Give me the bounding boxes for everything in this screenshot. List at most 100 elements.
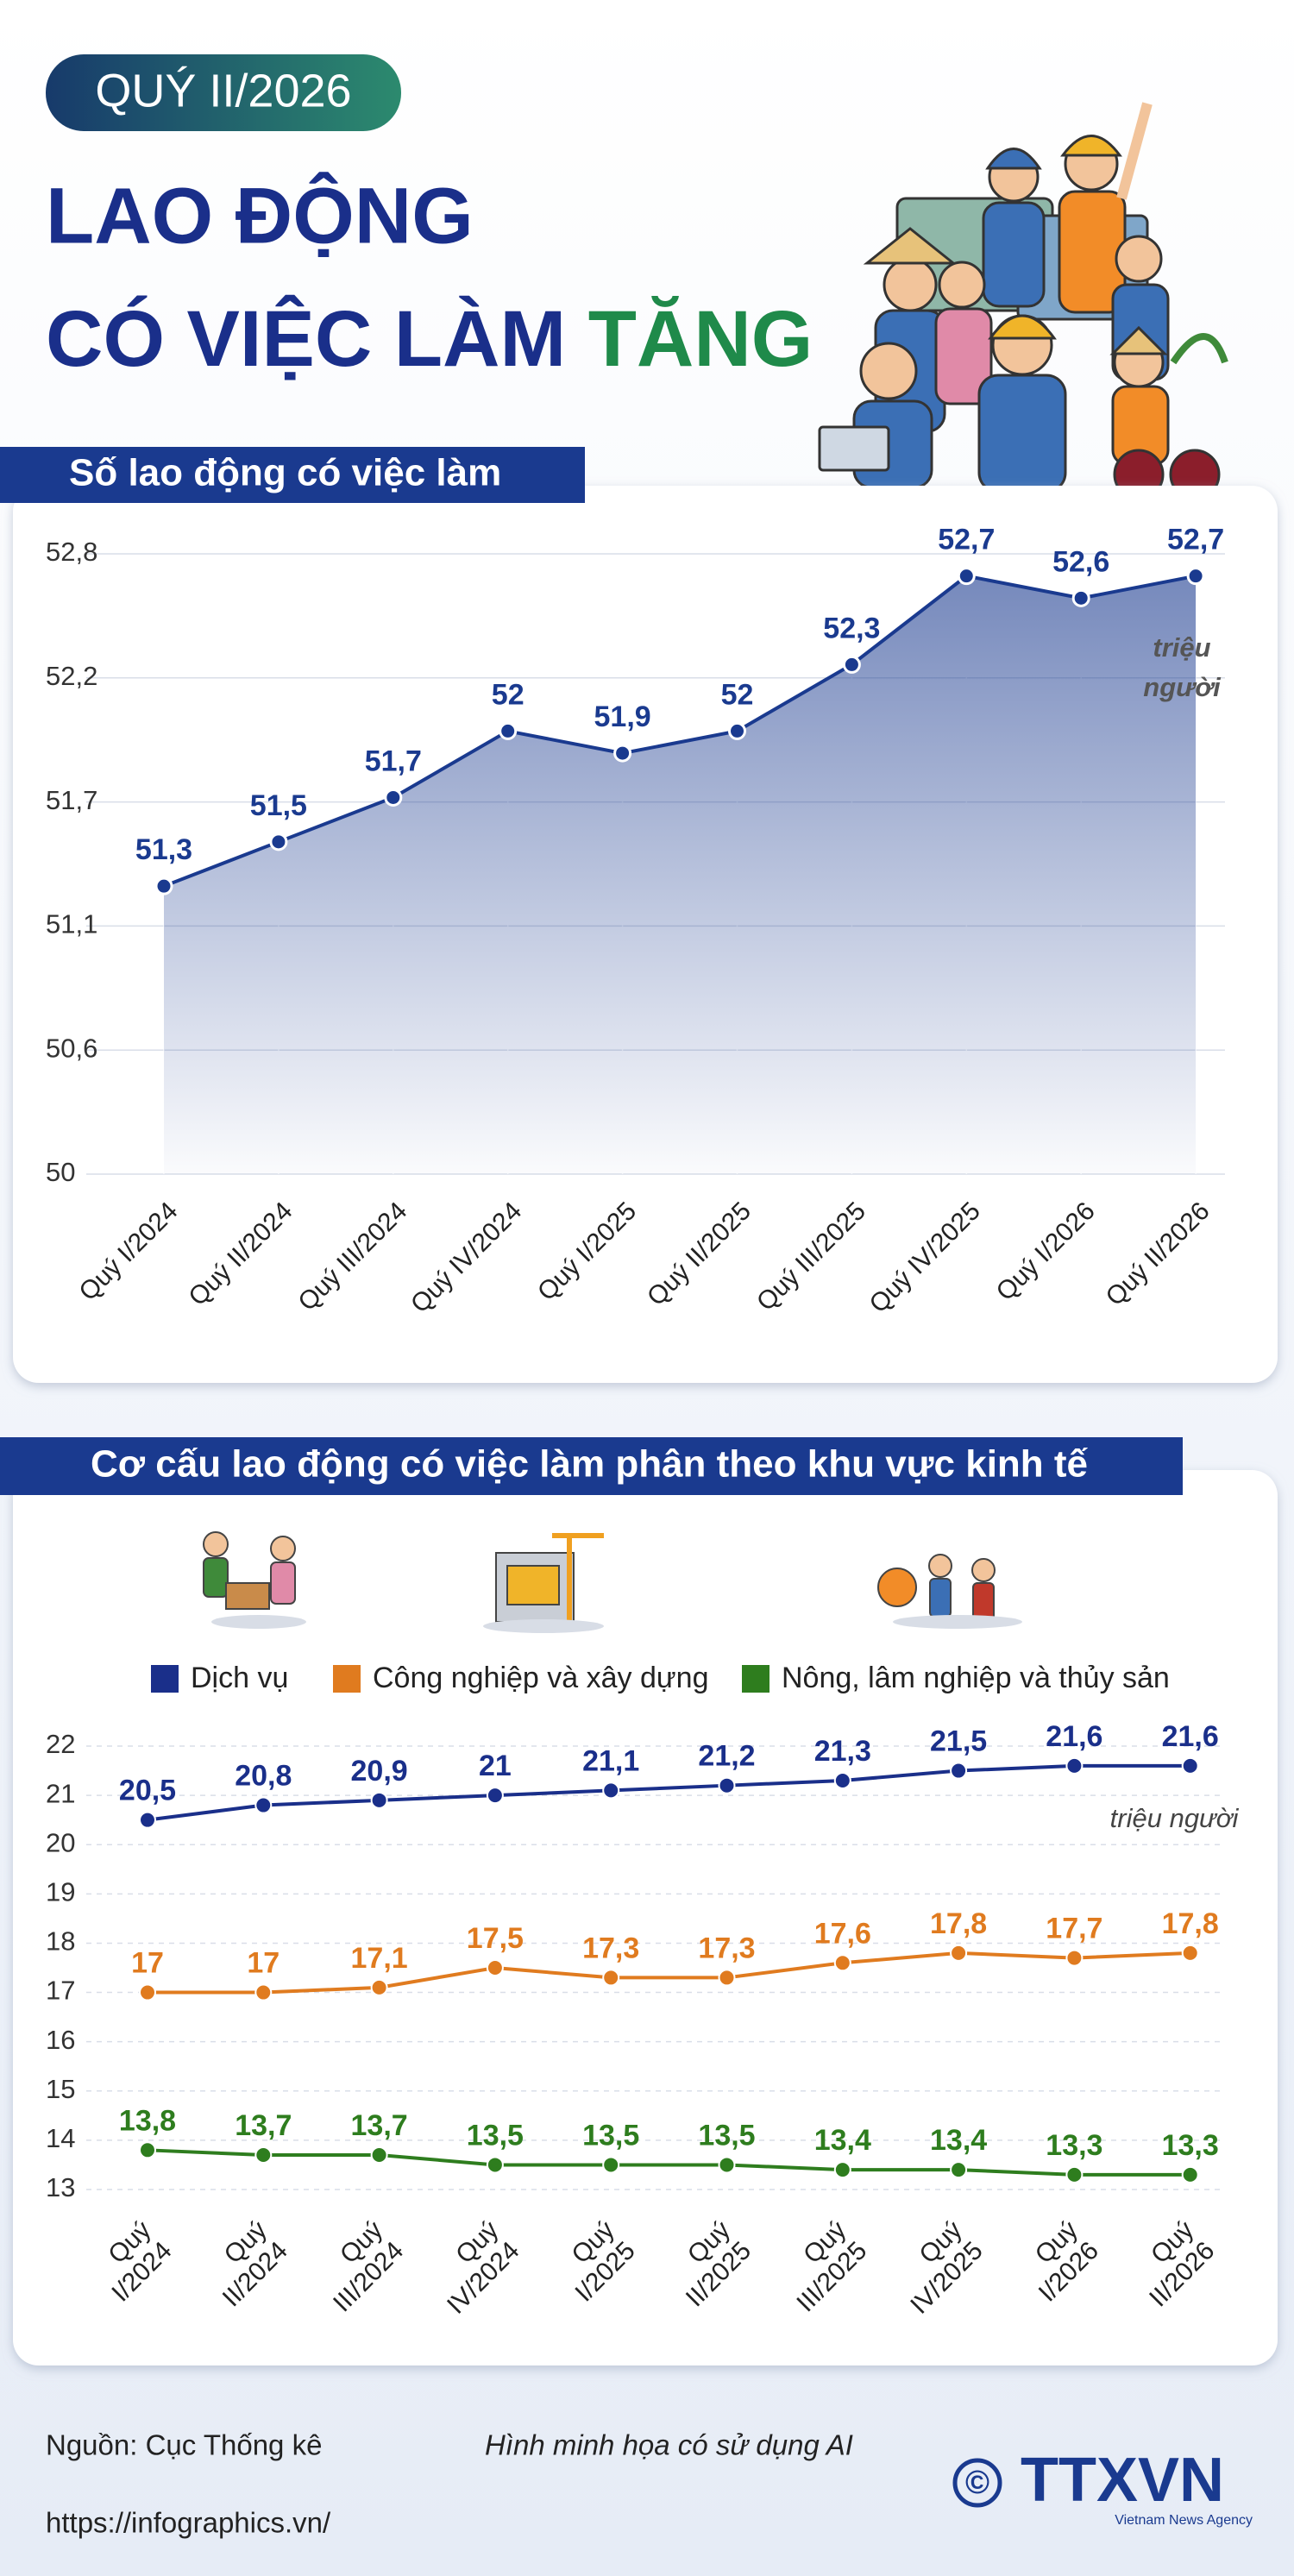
line bbox=[148, 1951, 1190, 1995]
y-tick-label: 15 bbox=[46, 2074, 75, 2104]
data-label: 17,7 bbox=[1046, 1913, 1102, 1945]
data-label: 13,4 bbox=[930, 2124, 987, 2157]
point bbox=[950, 2161, 968, 2179]
data-label: 13,7 bbox=[235, 2109, 292, 2142]
point bbox=[269, 832, 288, 851]
point bbox=[602, 1969, 620, 1987]
point bbox=[486, 1787, 504, 1805]
point bbox=[370, 1978, 388, 1996]
point bbox=[139, 1983, 156, 2001]
section-header bbox=[0, 447, 585, 503]
point bbox=[254, 2146, 273, 2164]
legend-swatch bbox=[742, 1665, 769, 1693]
point bbox=[613, 744, 632, 763]
area bbox=[164, 575, 1197, 1174]
y-tick-label: 21 bbox=[46, 1778, 75, 1808]
badge bbox=[46, 54, 401, 131]
data-label: 52 bbox=[721, 678, 754, 711]
data-label: 13,5 bbox=[582, 2119, 639, 2152]
line bbox=[163, 574, 1197, 889]
point bbox=[1186, 567, 1205, 586]
point bbox=[833, 1771, 851, 1789]
point bbox=[957, 567, 976, 586]
point bbox=[1065, 1949, 1084, 1967]
data-label: 17,3 bbox=[698, 1932, 755, 1964]
data-label: 21 bbox=[479, 1750, 512, 1782]
data-label: 21,5 bbox=[930, 1725, 987, 1758]
data-label: 52,3 bbox=[823, 612, 880, 644]
y-tick-label: 52,8 bbox=[46, 537, 97, 567]
legend-label: Dịch vụ bbox=[191, 1662, 288, 1694]
y-tick-label: 17 bbox=[46, 1976, 75, 2006]
source: Nguồn: Cục Thống kê bbox=[46, 2429, 322, 2461]
point bbox=[718, 2156, 736, 2174]
y-tick-label: 20 bbox=[46, 1827, 75, 1857]
data-label: 17,6 bbox=[814, 1917, 871, 1950]
data-label: 21,2 bbox=[698, 1740, 755, 1773]
data-label: 17,5 bbox=[467, 1922, 524, 1955]
data-label: 13,7 bbox=[351, 2109, 408, 2142]
point bbox=[154, 876, 173, 895]
point bbox=[370, 2146, 388, 2164]
data-label: 52,7 bbox=[1167, 524, 1224, 556]
y-tick-label: 52,2 bbox=[46, 661, 97, 691]
point bbox=[842, 655, 861, 674]
point bbox=[602, 2156, 620, 2174]
logo-copyright: © bbox=[965, 2465, 989, 2501]
point bbox=[1181, 1756, 1199, 1775]
title-line-2: CÓ VIỆC LÀM TĂNG bbox=[46, 294, 813, 383]
y-tick-label: 50 bbox=[46, 1157, 75, 1187]
line bbox=[147, 1763, 1190, 1822]
data-label: 21,6 bbox=[1046, 1720, 1102, 1753]
point bbox=[1065, 2165, 1084, 2183]
url: https://infographics.vn/ bbox=[46, 2507, 331, 2539]
title-highlight: TĂNG bbox=[588, 295, 813, 383]
sector-icons bbox=[203, 1531, 1022, 1633]
section-header bbox=[0, 1437, 1183, 1495]
illustration bbox=[818, 102, 1228, 500]
data-label: 20,9 bbox=[351, 1755, 408, 1787]
data-label: 13,4 bbox=[814, 2124, 871, 2157]
data-label: 52,6 bbox=[1052, 545, 1109, 578]
data-label: 21,6 bbox=[1162, 1720, 1219, 1753]
data-label: 20,5 bbox=[119, 1775, 176, 1807]
point bbox=[254, 1983, 273, 2001]
point bbox=[718, 1776, 736, 1794]
point bbox=[1181, 2165, 1199, 2183]
data-label: 17,1 bbox=[351, 1942, 408, 1975]
badge-text: QUÝ II/2026 bbox=[95, 65, 351, 116]
data-label: 20,8 bbox=[235, 1760, 292, 1793]
legend-label: Nông, lâm nghiệp và thủy sản bbox=[782, 1662, 1170, 1694]
point bbox=[384, 788, 403, 807]
point bbox=[139, 2141, 156, 2159]
point bbox=[486, 2156, 504, 2174]
chart-title: Cơ cấu lao động có việc làm phân theo kh… bbox=[91, 1443, 1089, 1486]
unit-label: triệu người bbox=[1143, 632, 1222, 702]
data-label: 51,7 bbox=[365, 745, 422, 777]
title-main: CÓ VIỆC LÀM bbox=[46, 294, 566, 383]
data-label: 17 bbox=[247, 1947, 280, 1980]
data-label: 17,8 bbox=[930, 1907, 987, 1940]
legend-label: Công nghiệp và xây dựng bbox=[373, 1662, 708, 1694]
data-label: 13,3 bbox=[1046, 2129, 1102, 2162]
y-tick-label: 14 bbox=[46, 2123, 75, 2153]
data-label: 52,7 bbox=[938, 524, 995, 556]
data-label: 51,5 bbox=[250, 789, 307, 822]
data-label: 21,1 bbox=[582, 1744, 639, 1777]
chart-card bbox=[13, 1470, 1278, 2366]
y-tick-label: 22 bbox=[46, 1729, 75, 1759]
data-label: 13,5 bbox=[467, 2119, 524, 2152]
point bbox=[718, 1969, 736, 1987]
point bbox=[1071, 588, 1090, 607]
data-label: 51,3 bbox=[135, 833, 192, 866]
y-tick-label: 19 bbox=[46, 1877, 75, 1907]
data-label: 13,3 bbox=[1162, 2129, 1219, 2162]
logo-subtitle: Vietnam News Agency bbox=[1115, 2513, 1253, 2528]
note: Hình minh họa có sử dụng AI bbox=[485, 2429, 853, 2461]
chart-title: Số lao động có việc làm bbox=[69, 452, 501, 494]
data-label: 51,9 bbox=[594, 701, 651, 733]
data-label: 13,8 bbox=[119, 2104, 176, 2137]
data-label: 17,8 bbox=[1162, 1907, 1219, 1940]
y-tick-label: 18 bbox=[46, 1926, 75, 1957]
